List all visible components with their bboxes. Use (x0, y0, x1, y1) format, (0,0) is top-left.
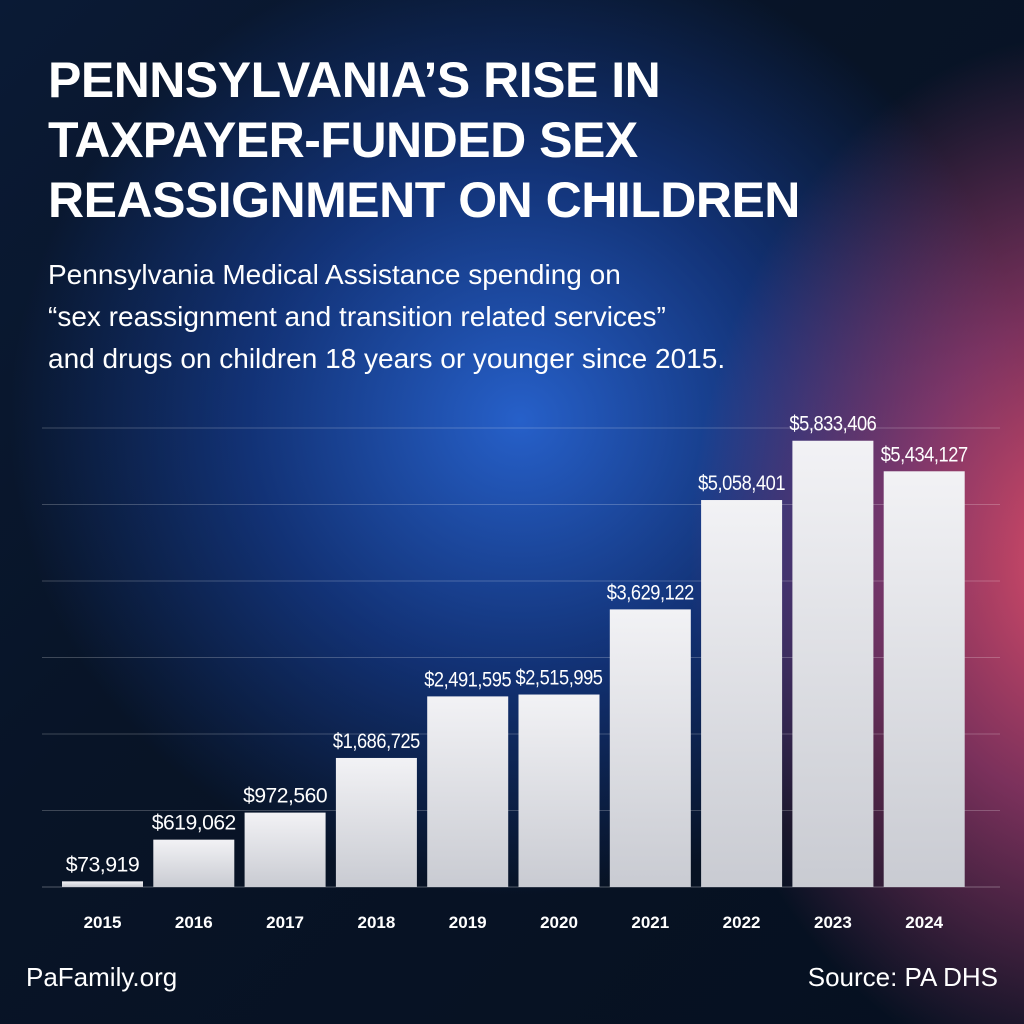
data-label-2017: $972,560 (243, 785, 327, 808)
data-label-2015: $73,919 (66, 853, 140, 876)
data-label-2021: $3,629,122 (607, 581, 694, 604)
data-label-2020: $2,515,995 (516, 667, 603, 690)
x-tick-label-2015: 2015 (84, 913, 122, 932)
subtitle-line: Pennsylvania Medical Assistance spending… (48, 259, 621, 290)
data-label-2024: $5,434,127 (881, 443, 968, 466)
chart-title: PENNSYLVANIA’S RISE IN TAXPAYER-FUNDED S… (48, 50, 800, 230)
subtitle-line: and drugs on children 18 years or younge… (48, 343, 726, 374)
data-label-2022: $5,058,401 (698, 472, 785, 495)
bar-2016 (153, 839, 235, 887)
x-tick-label-2023: 2023 (814, 913, 852, 932)
x-tick-label-2020: 2020 (540, 913, 578, 932)
bar-2022 (701, 500, 783, 887)
source-label: Source: PA DHS (807, 962, 998, 992)
brand-label: PaFamily.org (26, 962, 178, 992)
bar-2020 (518, 694, 600, 887)
x-tick-label-2022: 2022 (723, 913, 761, 932)
subtitle-line: “sex reassignment and transition related… (48, 301, 666, 332)
x-tick-label-2016: 2016 (175, 913, 213, 932)
bar-2018 (335, 757, 417, 887)
x-tick-label-2018: 2018 (357, 913, 395, 932)
bar-2021 (609, 609, 691, 887)
bar-2024 (883, 471, 965, 887)
x-tick-label-2024: 2024 (905, 913, 943, 932)
x-tick-label-2017: 2017 (266, 913, 304, 932)
chart-subtitle: Pennsylvania Medical Assistance spending… (48, 254, 725, 380)
data-label-2018: $1,686,725 (333, 730, 420, 753)
bar-2015 (62, 881, 143, 887)
bar-2017 (244, 812, 326, 887)
bar-2019 (427, 696, 509, 887)
data-label-2023: $5,833,406 (789, 413, 876, 436)
title-line: REASSIGNMENT ON CHILDREN (48, 172, 800, 228)
title-line: PENNSYLVANIA’S RISE IN (48, 52, 661, 108)
data-label-2019: $2,491,595 (424, 668, 511, 691)
x-tick-label-2021: 2021 (631, 913, 669, 932)
bar-2023 (792, 440, 874, 887)
title-line: TAXPAYER-FUNDED SEX (48, 112, 638, 168)
x-tick-label-2019: 2019 (449, 913, 487, 932)
data-label-2016: $619,062 (152, 812, 236, 835)
